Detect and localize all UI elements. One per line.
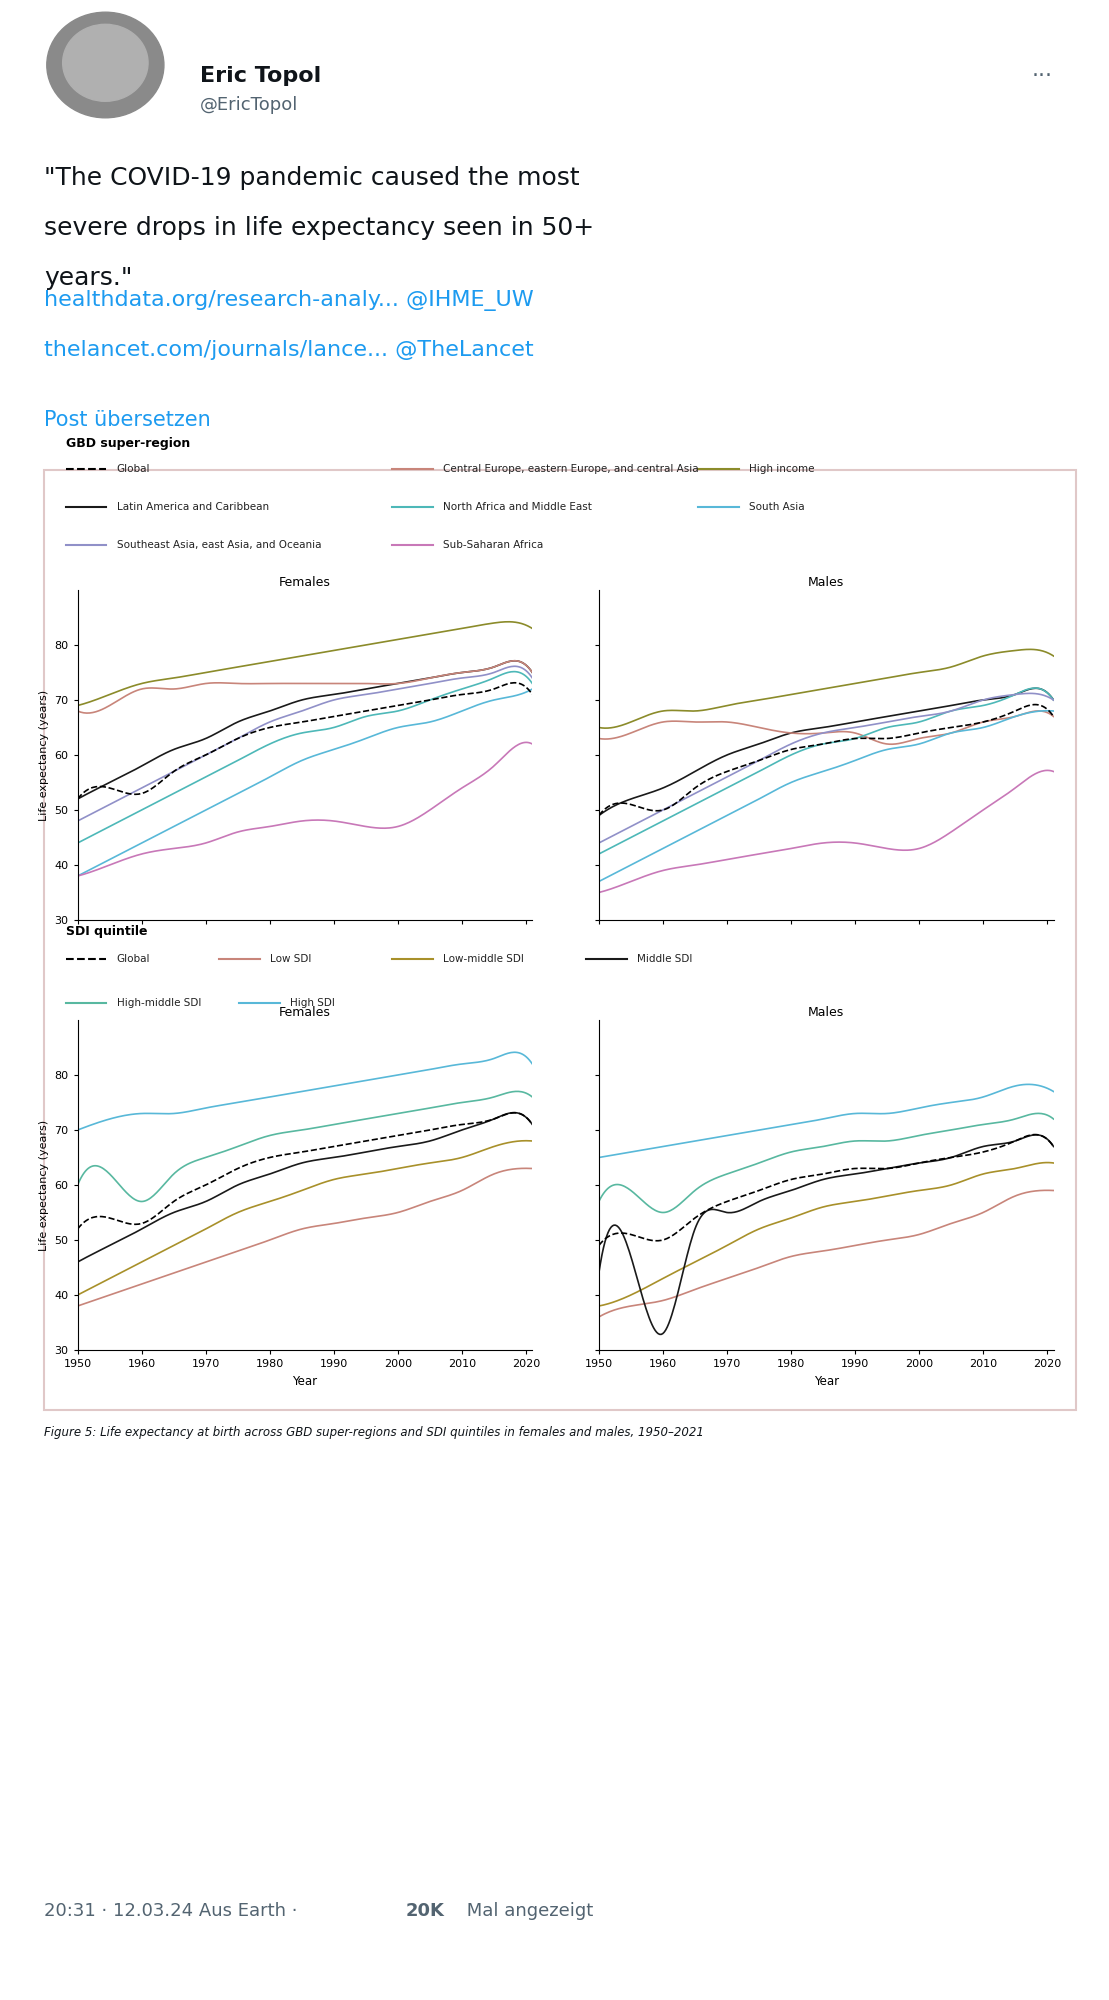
Circle shape [62,24,147,102]
Text: Low SDI: Low SDI [269,954,312,964]
Title: Females: Females [279,576,330,588]
Text: Figure 5: Life expectancy at birth across GBD super-regions and SDI quintiles in: Figure 5: Life expectancy at birth acros… [44,1426,704,1440]
Text: Low-middle SDI: Low-middle SDI [444,954,525,964]
Text: ···: ··· [1032,66,1052,86]
Text: "The COVID-19 pandemic caused the most: "The COVID-19 pandemic caused the most [44,166,580,190]
Y-axis label: Life expectancy (years): Life expectancy (years) [39,690,49,820]
Text: Latin America and Caribbean: Latin America and Caribbean [116,502,268,512]
Title: Females: Females [279,1006,330,1018]
Text: 20K: 20K [406,1902,445,1920]
Text: SDI quintile: SDI quintile [65,926,147,938]
Title: Males: Males [808,576,844,588]
Text: thelancet.com/journals/lance... @TheLancet: thelancet.com/journals/lance... @TheLanc… [44,340,535,360]
Text: Central Europe, eastern Europe, and central Asia: Central Europe, eastern Europe, and cent… [444,464,699,474]
Text: severe drops in life expectancy seen in 50+: severe drops in life expectancy seen in … [44,216,594,240]
Text: High income: High income [750,464,815,474]
Y-axis label: Life expectancy (years): Life expectancy (years) [39,1120,49,1250]
Text: 20:31 · 12.03.24 Aus Earth ·: 20:31 · 12.03.24 Aus Earth · [44,1902,304,1920]
Title: Males: Males [808,1006,844,1018]
Text: @EricTopol: @EricTopol [200,96,298,114]
Text: healthdata.org/research-analy... @IHME_UW: healthdata.org/research-analy... @IHME_U… [44,290,535,310]
Text: GBD super-region: GBD super-region [65,438,190,450]
Text: High SDI: High SDI [291,998,335,1008]
Text: Southeast Asia, east Asia, and Oceania: Southeast Asia, east Asia, and Oceania [116,540,322,550]
Text: North Africa and Middle East: North Africa and Middle East [444,502,592,512]
Text: South Asia: South Asia [750,502,805,512]
Text: Post übersetzen: Post übersetzen [44,410,211,430]
Text: Global: Global [116,954,150,964]
X-axis label: Year: Year [814,1374,838,1388]
Text: years.": years." [44,266,133,290]
Text: Middle SDI: Middle SDI [637,954,692,964]
X-axis label: Year: Year [293,1374,317,1388]
Text: Mal angezeigt: Mal angezeigt [461,1902,593,1920]
Text: Sub-Saharan Africa: Sub-Saharan Africa [444,540,543,550]
Text: Eric Topol: Eric Topol [200,66,321,86]
Text: High-middle SDI: High-middle SDI [116,998,201,1008]
Text: Global: Global [116,464,150,474]
Circle shape [47,12,164,118]
